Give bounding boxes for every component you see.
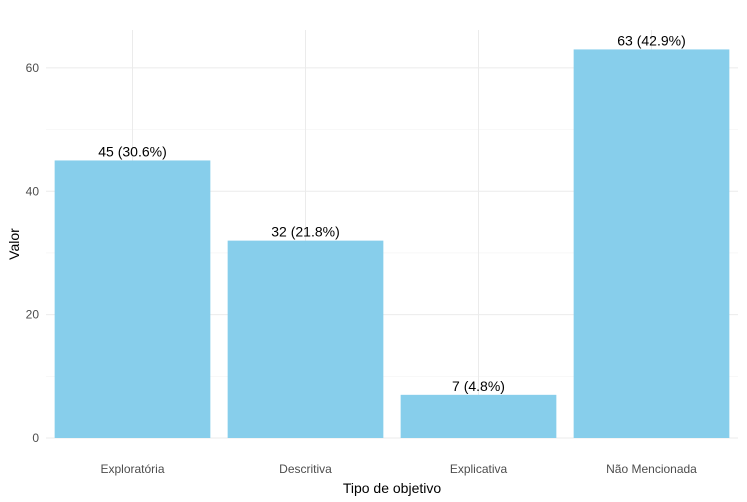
bars: [54, 49, 730, 439]
bar-data-label: 45 (30.6%): [98, 143, 166, 159]
y-tick-label: 0: [32, 431, 39, 445]
bar-data-label: 32 (21.8%): [271, 224, 339, 240]
bar: [227, 240, 384, 438]
bar: [400, 394, 557, 438]
x-tick-label: Não Mencionada: [606, 462, 697, 476]
x-tick-label: Exploratória: [100, 462, 164, 476]
bar: [573, 49, 730, 439]
bar-data-label: 7 (4.8%): [452, 378, 505, 394]
bar-data-label: 63 (42.9%): [617, 32, 685, 48]
y-axis-ticks: 0 20 40 60: [26, 61, 40, 445]
x-tick-label: Descritiva: [279, 462, 332, 476]
x-axis-ticks: Exploratória Descritiva Explicativa Não Men…: [100, 462, 697, 476]
x-tick-label: Explicativa: [450, 462, 508, 476]
bar: [54, 160, 211, 438]
y-tick-label: 40: [26, 184, 40, 198]
y-tick-label: 20: [26, 308, 40, 322]
x-axis-title: Tipo de objetivo: [343, 480, 442, 496]
data-labels: 45 (30.6%) 32 (21.8%) 7 (4.8%) 63 (42.9%): [98, 32, 685, 393]
y-tick-label: 60: [26, 61, 40, 75]
y-axis-title: Valor: [6, 228, 22, 260]
